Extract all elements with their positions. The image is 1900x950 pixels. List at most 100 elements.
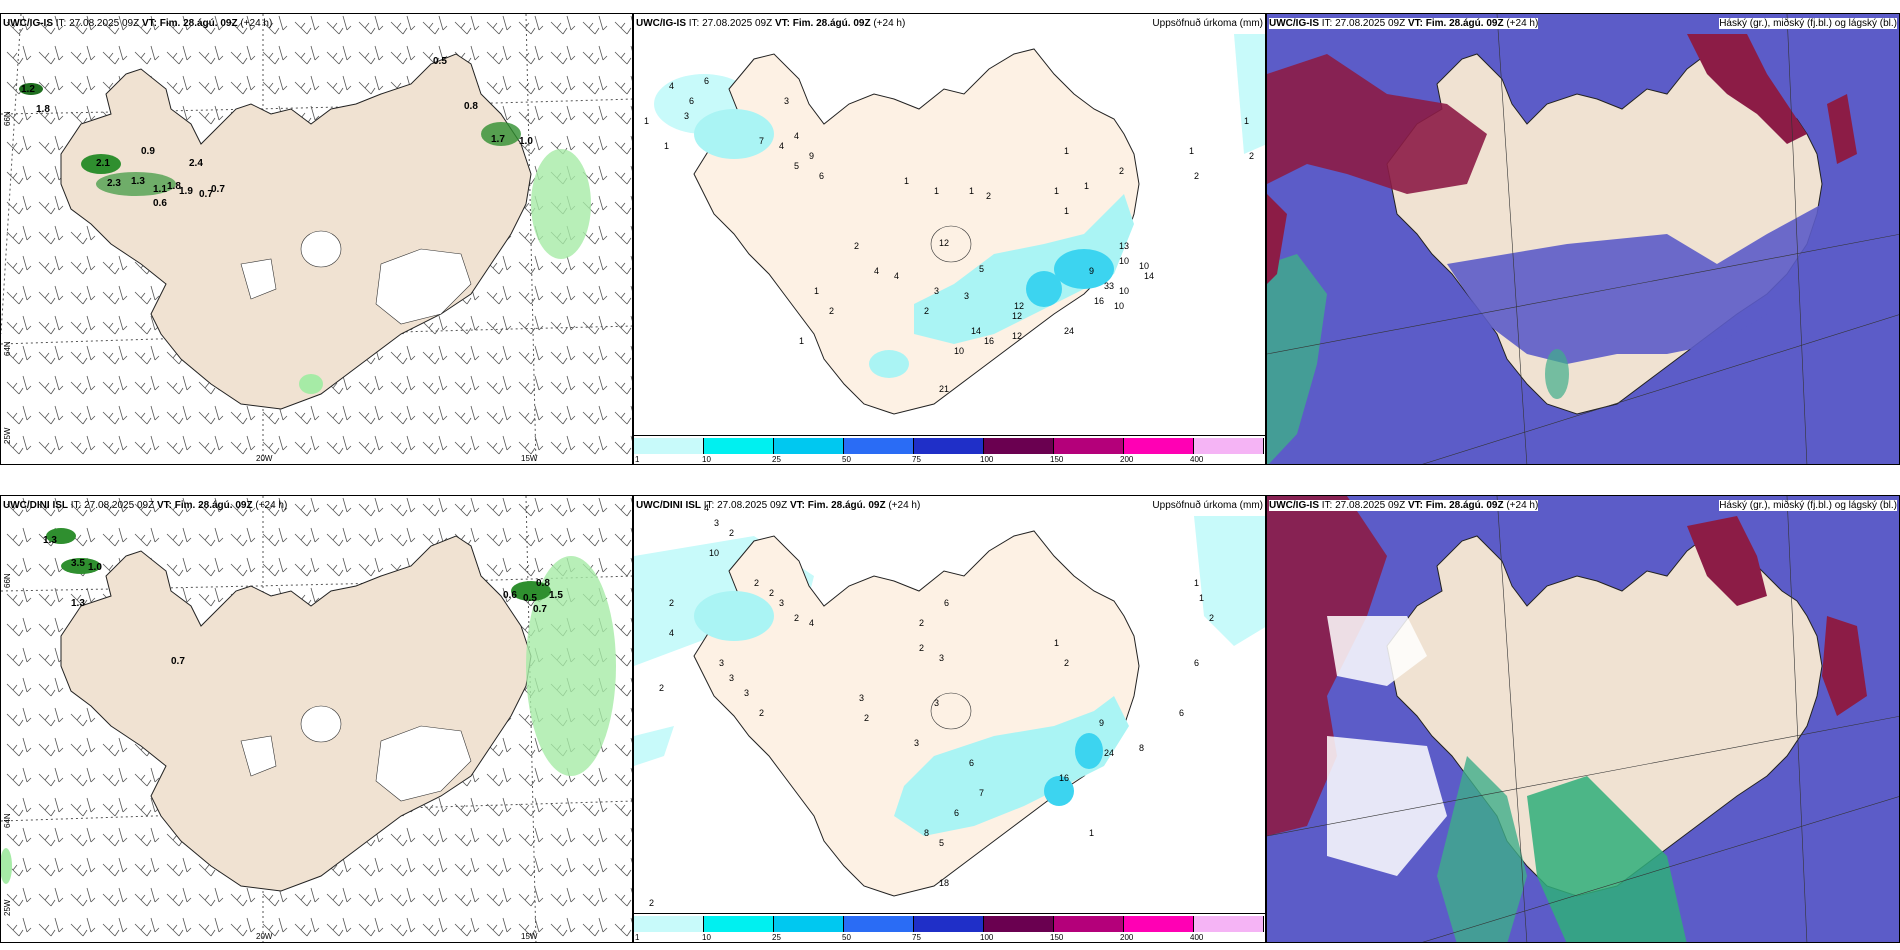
lat-label: 66N	[3, 111, 12, 126]
precip-label: 10	[1119, 286, 1129, 296]
precip-label: 1	[1064, 206, 1069, 216]
legend-swatch	[1054, 916, 1124, 932]
precip-label: 7	[979, 788, 984, 798]
precip-label: 2	[1249, 151, 1254, 161]
precip-map: 4 3 2 10 2 4 2 2 2 3 4 2 3 3 3 2 6 2 1 2…	[634, 503, 1265, 908]
iceland-shape	[60, 535, 532, 892]
legend-tick: 400	[1190, 933, 1204, 942]
precip-label: 2	[649, 898, 654, 908]
precip-label: 24	[1104, 748, 1114, 758]
wind-label: 0.7	[199, 189, 213, 200]
lat-label: 66N	[3, 573, 12, 588]
precip-label: 13	[1119, 241, 1129, 251]
precip-label: 2	[986, 191, 991, 201]
precip-label: 1	[1064, 146, 1069, 156]
precip-label: 9	[1089, 266, 1094, 276]
wind-label: 1.3	[43, 535, 57, 546]
precip-label: 5	[939, 838, 944, 848]
legend-swatch	[774, 916, 844, 932]
panel-title: UWC/IG-IS IT: 27.08.2025 09Z VT: Fim. 28…	[3, 18, 273, 29]
wind-label: 2.3	[107, 178, 121, 189]
precip-label: 2	[759, 708, 764, 718]
precip-label: 2	[829, 306, 834, 316]
iceland-shape	[693, 530, 1140, 897]
precip-label: 12	[939, 238, 949, 248]
cloud-map	[1267, 14, 1899, 464]
legend-tick: 1	[635, 933, 640, 942]
precip-label: 3	[939, 653, 944, 663]
wind-label: 1.1	[153, 184, 167, 195]
wind-label: 0.8	[464, 101, 478, 112]
legend-swatch	[844, 916, 914, 932]
precip-label: 10	[709, 548, 719, 558]
legend-tick: 10	[702, 933, 711, 942]
precip-label: 2	[794, 613, 799, 623]
cloud-map	[1267, 496, 1899, 942]
legend-swatch	[704, 916, 774, 932]
precip-label: 4	[669, 81, 674, 91]
legend-swatch	[914, 438, 984, 454]
precip-labels: 1 4 6 6 3 1 3 7 4 4 9 5 6 1 1 1 2 1 1 2 …	[644, 76, 1254, 394]
legend-swatch	[634, 438, 704, 454]
wind-label: 1.0	[519, 136, 533, 147]
precip-label: 3	[779, 598, 784, 608]
wind-label: 1.7	[491, 134, 505, 145]
panel-title: UWC/IG-IS IT: 27.08.2025 09Z VT: Fim. 28…	[1269, 500, 1539, 511]
map-panel-precip-dini: 4 3 2 10 2 4 2 2 2 3 4 2 3 3 3 2 6 2 1 2…	[633, 495, 1266, 943]
precip-label: 5	[794, 161, 799, 171]
legend-tick: 100	[980, 933, 994, 942]
precip-label: 2	[1209, 613, 1214, 623]
legend-swatch	[634, 916, 704, 932]
wind-label: 1.2	[21, 84, 35, 95]
precip-label: 6	[1179, 708, 1184, 718]
panel-title: UWC/DINI ISL IT: 27.08.2025 09Z VT: Fim.…	[636, 500, 921, 511]
precip-label: 1	[1089, 828, 1094, 838]
wind-label: 1.3	[71, 598, 85, 609]
precip-label: 1	[1244, 116, 1249, 126]
legend-tick: 100	[980, 455, 994, 464]
wind-label: 1.3	[131, 176, 145, 187]
precip-label: 3	[744, 688, 749, 698]
legend-swatch	[1124, 438, 1194, 454]
precip-label: 6	[969, 758, 974, 768]
precip-label: 16	[1059, 773, 1069, 783]
lat-label: 64N	[3, 341, 12, 356]
legend-tick: 400	[1190, 455, 1204, 464]
precip-label: 2	[754, 578, 759, 588]
precip-label: 2	[1119, 166, 1124, 176]
legend-tick: 200	[1120, 455, 1134, 464]
wind-label: 1.9	[179, 186, 193, 197]
precip-label: 16	[1094, 296, 1104, 306]
map-panel-precip-ig-is: 1 4 6 6 3 1 3 7 4 4 9 5 6 1 1 1 2 1 1 2 …	[633, 13, 1266, 465]
precip-label: 8	[924, 828, 929, 838]
wind-label: 1.8	[167, 181, 181, 192]
precip-label: 2	[769, 588, 774, 598]
lon-label: 20W	[256, 932, 273, 941]
wind-label: 0.9	[141, 146, 155, 157]
legend-swatch	[704, 438, 774, 454]
wind-map: 1.3 3.5 1.0 1.3 0.7 0.8 0.6 0.5 1.5 0.7	[1, 496, 632, 942]
precip-label: 2	[1194, 171, 1199, 181]
legend-tick: 10	[702, 455, 711, 464]
precip-legend: 1 10 25 50 75 100 150 200 400	[634, 913, 1265, 942]
precip-label: 2	[729, 528, 734, 538]
wind-label: 0.7	[211, 184, 225, 195]
legend-swatch	[1194, 438, 1264, 454]
precip-label: 3	[964, 291, 969, 301]
map-panel-clouds-ig-is: UWC/IG-IS IT: 27.08.2025 09Z VT: Fim. 28…	[1266, 13, 1900, 465]
precip-label: 2	[919, 618, 924, 628]
precip-label: 2	[924, 306, 929, 316]
wind-label: 0.5	[433, 56, 447, 67]
precip-label: 1	[814, 286, 819, 296]
wind-label: 2.1	[96, 158, 110, 169]
precip-label: 4	[704, 503, 709, 513]
precip-label: 12	[1012, 331, 1022, 341]
precip-label: 2	[1064, 658, 1069, 668]
precip-label: 1	[969, 186, 974, 196]
legend-swatch	[984, 438, 1054, 454]
precip-label: 3	[714, 518, 719, 528]
precip-label: 2	[864, 713, 869, 723]
precip-label: 6	[819, 171, 824, 181]
precip-label: 9	[1099, 718, 1104, 728]
precip-label: 6	[954, 808, 959, 818]
